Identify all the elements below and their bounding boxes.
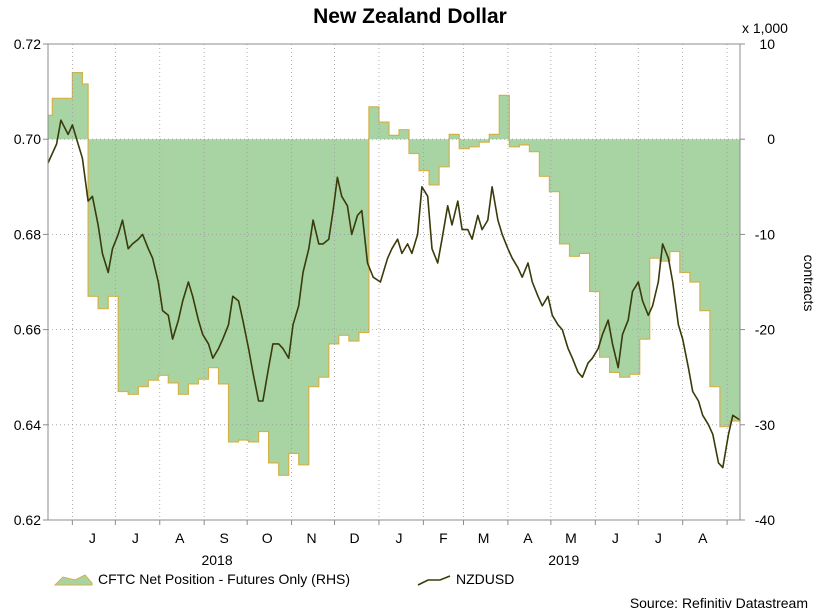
nzdusd-line [47, 119, 741, 469]
chart-title: New Zealand Dollar [313, 5, 507, 28]
plot-frame [47, 43, 741, 521]
legend-swatch-nzdusd [417, 575, 451, 586]
x-tick-label: A [698, 530, 708, 546]
right-axis-label: contracts [801, 255, 817, 312]
x-tick-label: M [478, 530, 490, 546]
left-tick-label: 0.68 [14, 226, 41, 242]
x-tick-label: S [220, 530, 229, 546]
left-tick-label: 0.62 [14, 512, 41, 528]
x-tick-label: N [307, 530, 317, 546]
x-tick-label: J [396, 530, 403, 546]
x-tick-label: A [523, 530, 533, 546]
cftc-area [48, 72, 740, 476]
right-tick-label: -10 [755, 226, 775, 242]
right-tick-label: -30 [755, 417, 775, 433]
legend: CFTC Net Position - Futures Only (RHS) NZ… [53, 571, 514, 587]
left-tick-label: 0.64 [14, 417, 41, 433]
x-tick-label: F [439, 530, 448, 546]
x-tick-label: D [350, 530, 360, 546]
x-tick-label: O [262, 530, 273, 546]
left-tick-label: 0.66 [14, 322, 41, 338]
right-axis-multiplier: x 1,000 [742, 20, 788, 36]
x-tick-label: M [565, 530, 577, 546]
x-tick-label: A [175, 530, 185, 546]
legend-swatch-cftc [53, 574, 93, 586]
x-tick-label: J [612, 530, 619, 546]
chart-source: Source: Refinitiv Datastream [630, 595, 808, 611]
right-tick-label: 10 [759, 36, 775, 52]
right-tick-label: 0 [767, 131, 775, 147]
x-tick-label: J [132, 530, 139, 546]
x-tick-label: J [655, 530, 662, 546]
legend-label-cftc: CFTC Net Position - Futures Only (RHS) [98, 571, 350, 587]
left-tick-label: 0.72 [14, 36, 41, 52]
year-label: 2018 [201, 552, 232, 568]
left-tick-label: 0.70 [14, 131, 41, 147]
right-tick-label: -40 [755, 512, 775, 528]
legend-label-nzdusd: NZDUSD [456, 571, 514, 587]
cftc-area-edge [48, 72, 741, 476]
year-label: 2019 [548, 552, 579, 568]
right-tick-label: -20 [755, 322, 775, 338]
x-tick-label: J [89, 530, 96, 546]
